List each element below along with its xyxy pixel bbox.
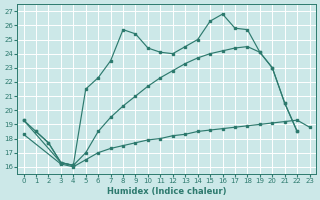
X-axis label: Humidex (Indice chaleur): Humidex (Indice chaleur) (107, 187, 226, 196)
